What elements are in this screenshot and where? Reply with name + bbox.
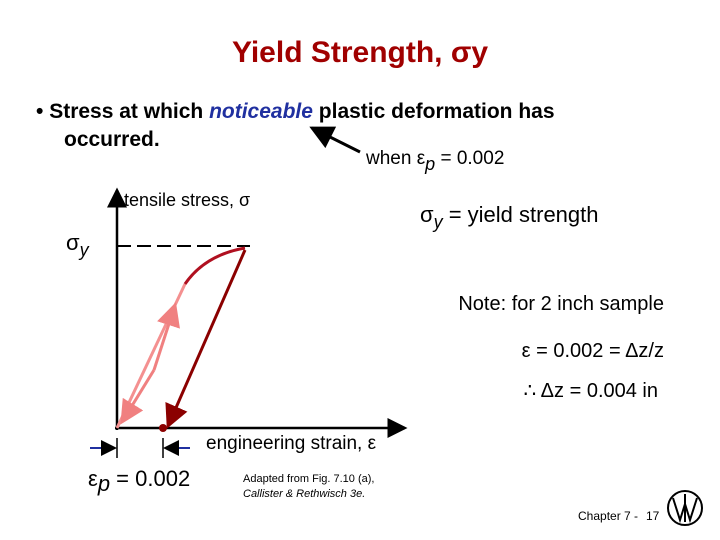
bullet-line: occurred. <box>64 128 160 151</box>
y-axis-label: tensile stress, σ <box>124 190 250 210</box>
title-symbol: σ <box>451 36 472 69</box>
bullet-text: plastic deformation has <box>313 100 555 123</box>
bullet: • Stress at which noticeable plastic def… <box>36 100 555 123</box>
title-text: Yield Strength, <box>232 36 451 69</box>
title: Yield Strength, σy <box>232 36 488 69</box>
x-axis-label: engineering strain, ε <box>206 433 377 454</box>
bullet-text: Stress at which <box>49 100 209 123</box>
annotation-text: when ε <box>365 148 426 169</box>
note-line: ∴ Δz = 0.004 in <box>523 380 658 402</box>
note-line: ε = 0.002 = Δz/z <box>522 340 664 362</box>
offset-value: = 0.002 <box>110 466 190 491</box>
caption: Adapted from Fig. 7.10 (a), <box>243 473 374 485</box>
annotation: when εp = 0.002 <box>365 148 504 174</box>
note-line: Note: for 2 inch sample <box>458 293 664 315</box>
footer-chapter: Chapter 7 - <box>578 509 638 523</box>
definition-text: = yield strength <box>443 202 599 227</box>
annotation-sub: p <box>424 154 435 174</box>
yield-sub: y <box>78 240 90 260</box>
offset-symbol: ε <box>88 466 98 491</box>
bullet-emphasis: noticeable <box>209 100 313 123</box>
definition-sub: y <box>432 212 444 232</box>
definition-symbol: σ <box>420 202 434 227</box>
pink-arrow <box>152 302 180 371</box>
logo <box>667 490 703 526</box>
plastic-curve <box>183 246 246 285</box>
pink-arrow <box>120 369 156 425</box>
yield-symbol: σ <box>66 230 80 255</box>
yield-label: σy <box>66 230 90 260</box>
offset-dot <box>159 424 167 432</box>
pointer-arrow <box>309 126 361 154</box>
definition: σy = yield strength <box>420 202 599 232</box>
caption: Callister & Rethwisch 3e. <box>243 488 365 500</box>
offset-label: εp = 0.002 <box>88 466 190 496</box>
offset-sub: p <box>97 471 110 496</box>
title-sub: y <box>471 36 488 69</box>
footer-page: 17 <box>646 509 660 523</box>
offset-line <box>165 249 247 429</box>
annotation-text: = 0.002 <box>435 148 504 169</box>
